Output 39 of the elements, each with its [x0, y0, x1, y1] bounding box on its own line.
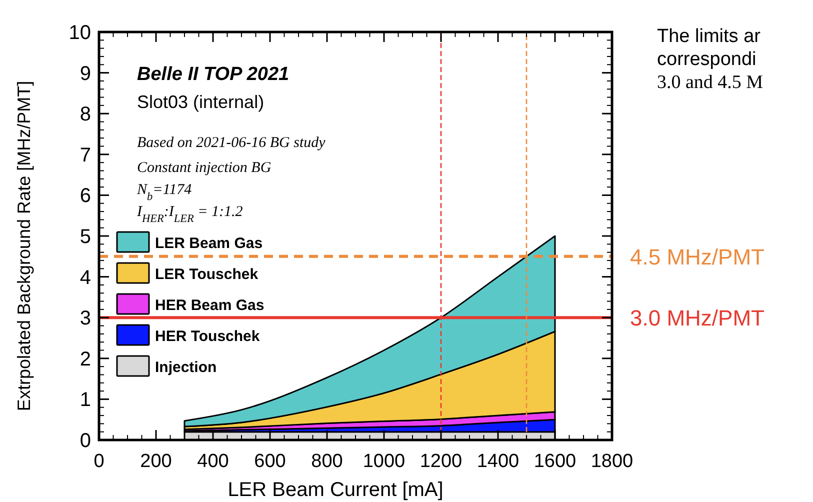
x-tick-label: 400 — [197, 451, 229, 472]
text: The limits ar — [657, 26, 762, 47]
x-tick-label: 800 — [311, 451, 343, 472]
annotation: Constant injection BG — [137, 160, 272, 176]
y-tick-label: 6 — [80, 185, 91, 208]
y-tick-label: 8 — [80, 104, 91, 126]
x-tick-label: 600 — [254, 451, 286, 472]
ref-line-label: 4.5 MHz/PMT — [630, 244, 764, 270]
y-tick-label: 10 — [68, 22, 91, 44]
x-axis-title: LER Beam Current [mA] — [228, 479, 444, 501]
x-tick-label: 1400 — [476, 451, 520, 472]
legend-label: LER Touschek — [155, 266, 259, 283]
y-tick-label: 0 — [80, 430, 91, 452]
y-tick-label: 3 — [80, 308, 91, 330]
legend-label: LER Beam Gas — [155, 235, 263, 252]
text: 3.0 and 4.5 M — [657, 72, 764, 93]
text: correspondi — [657, 49, 756, 70]
y-axis-title: Extrpolated Background Rate [MHz/PMT] — [14, 80, 34, 412]
x-tick-label: 1600 — [534, 451, 576, 472]
x-tick-label: 0 — [94, 451, 104, 472]
annotation: Based on 2021-06-16 BG study — [137, 135, 326, 151]
legend-label: HER Beam Gas — [155, 297, 264, 314]
y-tick-label: 7 — [80, 144, 91, 166]
y-tick-label: 1 — [80, 389, 91, 412]
x-tick-label: 1000 — [362, 451, 406, 472]
y-tick-label: 9 — [80, 62, 91, 85]
legend-label: HER Touschek — [155, 328, 260, 345]
annotation: N$_{b}$=1174 — [136, 182, 192, 203]
annotation: I$_{HER}$:I$_{LER}$ = 1:1.2 — [136, 204, 244, 225]
y-tick-label: 2 — [80, 348, 91, 370]
text: Belle II TOP 2021 — [137, 64, 290, 85]
legend-label: Injection — [155, 359, 217, 376]
text: Slot03 (internal) — [137, 92, 264, 112]
y-tick-label: 5 — [80, 226, 91, 248]
x-tick-label: 200 — [140, 451, 172, 472]
y-tick-label: 4 — [80, 266, 91, 289]
x-tick-label: 1800 — [590, 451, 634, 472]
ref-line-label: 3.0 MHz/PMT — [630, 306, 764, 331]
x-tick-label: 1200 — [420, 451, 462, 472]
